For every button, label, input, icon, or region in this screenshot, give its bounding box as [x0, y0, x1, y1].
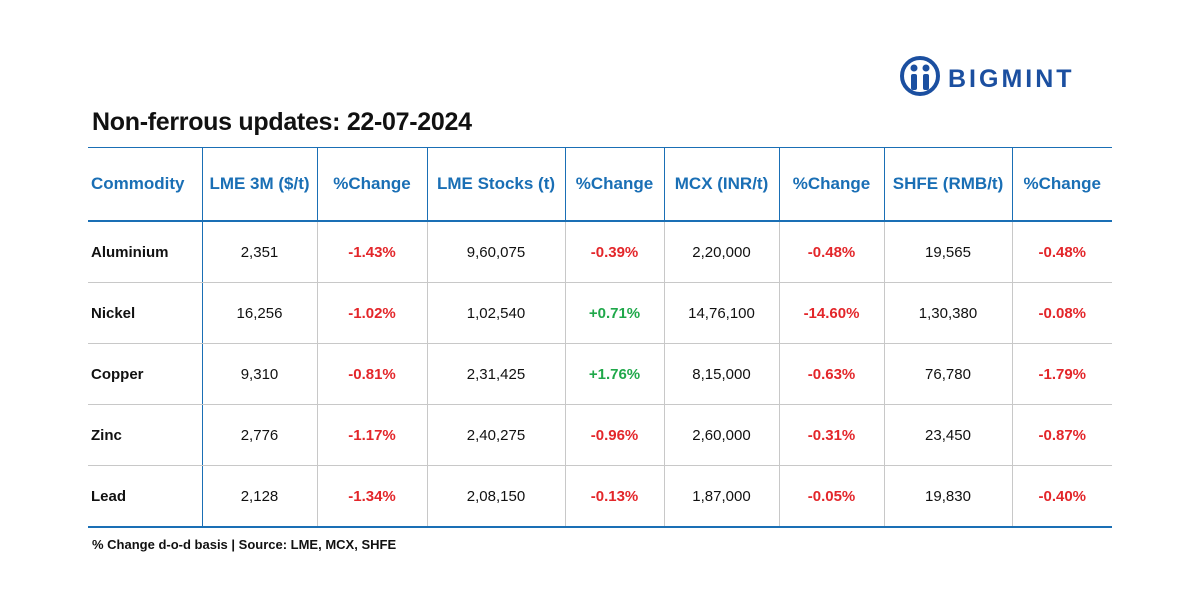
- logo-head: [922, 64, 930, 72]
- commodity-cell: Aluminium: [88, 221, 202, 283]
- value-cell: -0.63%: [778, 343, 884, 405]
- value-cell: -1.17%: [316, 404, 427, 466]
- value-cell: 2,128: [201, 465, 317, 528]
- column-header: %Change: [778, 147, 884, 222]
- value-cell: -1.43%: [316, 221, 427, 283]
- column-header: LME 3M ($/t): [201, 147, 317, 222]
- value-cell: 8,15,000: [663, 343, 779, 405]
- logo-body: [923, 74, 929, 90]
- column-header: SHFE (RMB/t): [883, 147, 1012, 222]
- value-cell: -0.87%: [1011, 404, 1112, 466]
- value-cell: 9,310: [201, 343, 317, 405]
- value-cell: 2,20,000: [663, 221, 779, 283]
- table-row: Aluminium 2,351 -1.43% 9,60,075 -0.39% 2,20,0…: [88, 221, 1112, 283]
- value-cell: -0.81%: [316, 343, 427, 405]
- value-cell: 2,31,425: [426, 343, 565, 405]
- brand: BIGMINT: [948, 65, 1075, 93]
- value-cell: +0.71%: [564, 282, 664, 344]
- column-header: %Change: [1011, 147, 1112, 222]
- value-cell: 19,565: [883, 221, 1012, 283]
- value-cell: 1,02,540: [426, 282, 565, 344]
- column-header: LME Stocks (t): [426, 147, 565, 222]
- value-cell: 2,40,275: [426, 404, 565, 466]
- value-cell: 16,256: [201, 282, 317, 344]
- table-row: Lead 2,128 -1.34% 2,08,150 -0.13% 1,87,000 -0.…: [88, 465, 1112, 528]
- value-cell: -0.05%: [778, 465, 884, 528]
- value-cell: 1,30,380: [883, 282, 1012, 344]
- commodity-cell: Nickel: [88, 282, 202, 344]
- column-header: Commodity: [88, 147, 202, 222]
- logo-head: [910, 64, 918, 72]
- value-cell: -0.13%: [564, 465, 664, 528]
- value-cell: 2,08,150: [426, 465, 565, 528]
- value-cell: 1,87,000: [663, 465, 779, 528]
- value-cell: 2,351: [201, 221, 317, 283]
- value-cell: 23,450: [883, 404, 1012, 466]
- commodity-cell: Zinc: [88, 404, 202, 466]
- commodity-cell: Lead: [88, 465, 202, 528]
- logo-ring: [900, 56, 940, 96]
- value-cell: 2,776: [201, 404, 317, 466]
- value-cell: -0.48%: [1011, 221, 1112, 283]
- value-cell: 76,780: [883, 343, 1012, 405]
- value-cell: -0.96%: [564, 404, 664, 466]
- value-cell: -0.39%: [564, 221, 664, 283]
- table-row: Copper 9,310 -0.81% 2,31,425 +1.76% 8,15,000-…: [88, 343, 1112, 405]
- value-cell: -0.31%: [778, 404, 884, 466]
- logo-body: [911, 74, 917, 90]
- table-body: Aluminium 2,351 -1.43% 9,60,075 -0.39% 2,20,0…: [88, 221, 1112, 528]
- value-cell: -1.34%: [316, 465, 427, 528]
- value-cell: -1.79%: [1011, 343, 1112, 405]
- value-cell: -0.48%: [778, 221, 884, 283]
- value-cell: 9,60,075: [426, 221, 565, 283]
- value-cell: -1.02%: [316, 282, 427, 344]
- value-cell: -0.40%: [1011, 465, 1112, 528]
- commodity-cell: Copper: [88, 343, 202, 405]
- value-cell: -0.08%: [1011, 282, 1112, 344]
- value-cell: +1.76%: [564, 343, 664, 405]
- title: Non-ferrous updates: 22-07-2024: [92, 108, 472, 136]
- footnote: % Change d-o-d basis | Source: LME, MCX,…: [92, 537, 397, 552]
- table-row: Zinc 2,776 -1.17% 2,40,275 -0.96% 2,60,000 -0.…: [88, 404, 1112, 466]
- value-cell: 14,76,100: [663, 282, 779, 344]
- data-table: Commodity LME 3M ($/t) %Change LME Stocks (…: [88, 147, 1112, 528]
- value-cell: -14.60%: [778, 282, 884, 344]
- column-header: %Change: [316, 147, 427, 222]
- value-cell: 2,60,000: [663, 404, 779, 466]
- header-row: Commodity LME 3M ($/t) %Change LME Stocks (…: [88, 147, 1112, 222]
- column-header: MCX (INR/t): [663, 147, 779, 222]
- value-cell: 19,830: [883, 465, 1012, 528]
- table-row: Nickel 16,256 -1.02% 1,02,540 +0.71% 14,76,10…: [88, 282, 1112, 344]
- logo: BIGMINT: [900, 56, 1075, 96]
- column-header: %Change: [564, 147, 664, 222]
